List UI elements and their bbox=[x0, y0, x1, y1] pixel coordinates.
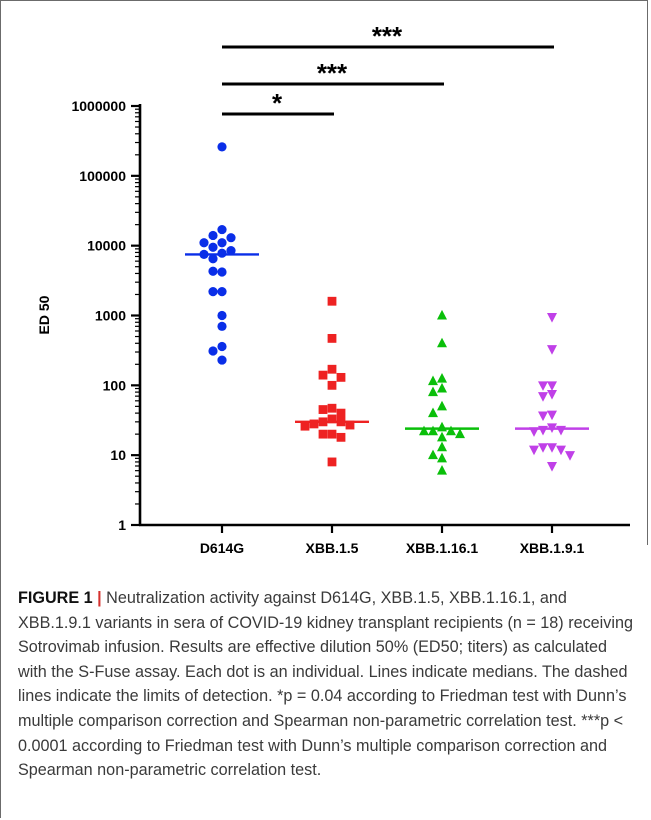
y-tick-label: 1000 bbox=[95, 308, 126, 324]
data-point bbox=[336, 432, 346, 442]
data-point bbox=[318, 429, 328, 439]
data-point bbox=[208, 266, 218, 276]
data-point bbox=[327, 296, 337, 306]
x-tick-label: D614G bbox=[200, 540, 244, 556]
data-point bbox=[547, 410, 557, 421]
x-tick-label: XBB.1.16.1 bbox=[406, 540, 479, 556]
y-axis-label: ED 50 bbox=[36, 295, 52, 334]
data-point bbox=[327, 364, 337, 374]
y-ticks: 1 10 100 1000 10000 100000 1000000 bbox=[71, 98, 140, 533]
data-point bbox=[538, 381, 548, 391]
data-point bbox=[327, 380, 337, 390]
data-point bbox=[428, 407, 438, 418]
data-point bbox=[208, 346, 218, 356]
frame-left-border bbox=[0, 0, 1, 818]
data-point bbox=[437, 441, 447, 452]
data-point bbox=[538, 392, 548, 402]
data-point bbox=[217, 224, 227, 235]
data-point bbox=[565, 451, 575, 461]
data-point bbox=[208, 286, 218, 297]
data-point bbox=[318, 370, 328, 380]
significance-label: * bbox=[272, 88, 283, 118]
data-point bbox=[327, 333, 337, 343]
significance-label: *** bbox=[317, 58, 348, 88]
x-tick-label: XBB.1.5 bbox=[306, 540, 359, 556]
frame-top-border bbox=[0, 0, 648, 1]
figure-caption: FIGURE 1 | Neutralization activity again… bbox=[18, 586, 636, 783]
data-point bbox=[428, 375, 438, 386]
x-ticks: D614G XBB.1.5 XBB.1.16.1 XBB.1.9.1 bbox=[200, 525, 585, 556]
data-point bbox=[538, 425, 548, 436]
data-point bbox=[217, 142, 227, 152]
data-point bbox=[437, 337, 447, 348]
data-point bbox=[538, 411, 548, 422]
data-point bbox=[529, 445, 539, 456]
data-point bbox=[547, 313, 557, 323]
data-point bbox=[455, 428, 465, 439]
data-point bbox=[547, 461, 557, 472]
data-point bbox=[556, 445, 566, 456]
data-point bbox=[309, 419, 319, 429]
caption-text: Neutralization activity against D614G, X… bbox=[18, 589, 633, 780]
y-tick-label: 1000000 bbox=[71, 98, 126, 114]
data-point bbox=[419, 425, 429, 436]
y-tick-label: 100 bbox=[103, 377, 127, 393]
median-lines bbox=[185, 253, 589, 430]
y-tick-label: 10 bbox=[110, 447, 126, 463]
y-tick-label: 10000 bbox=[87, 238, 126, 254]
data-point bbox=[300, 421, 310, 431]
data-points bbox=[199, 142, 575, 475]
data-point bbox=[199, 238, 209, 248]
data-point bbox=[217, 267, 227, 277]
data-point bbox=[208, 242, 218, 252]
data-point bbox=[327, 429, 337, 439]
data-point bbox=[428, 449, 438, 460]
data-point bbox=[327, 457, 337, 467]
data-point bbox=[226, 233, 236, 243]
data-point bbox=[336, 408, 346, 418]
data-point bbox=[437, 421, 447, 432]
significance-bars: ******* bbox=[222, 21, 554, 118]
data-point bbox=[217, 310, 227, 321]
scatter-chart: ******* ED 50 11010010001000010000010000… bbox=[36, 21, 630, 556]
data-point bbox=[217, 238, 227, 248]
data-point bbox=[556, 425, 566, 436]
data-point bbox=[437, 400, 447, 411]
data-point bbox=[437, 431, 447, 442]
caption-separator: | bbox=[97, 589, 102, 607]
data-point bbox=[208, 230, 218, 241]
data-point bbox=[345, 420, 355, 430]
data-point bbox=[327, 403, 337, 413]
data-point bbox=[547, 390, 557, 400]
data-point bbox=[437, 309, 447, 320]
data-point bbox=[336, 372, 346, 382]
data-point bbox=[547, 345, 557, 355]
y-tick-label: 100000 bbox=[79, 168, 126, 184]
caption-label: FIGURE 1 bbox=[18, 589, 93, 607]
data-point bbox=[428, 425, 438, 436]
frame-right-border bbox=[647, 0, 648, 545]
data-point bbox=[327, 414, 337, 424]
data-point bbox=[226, 245, 236, 256]
y-tick-label: 1 bbox=[118, 517, 126, 533]
data-point bbox=[547, 443, 557, 453]
x-tick-label: XBB.1.9.1 bbox=[520, 540, 585, 556]
data-point bbox=[318, 405, 328, 414]
data-point bbox=[437, 452, 447, 463]
data-point bbox=[437, 372, 447, 383]
data-point bbox=[208, 254, 218, 264]
data-point bbox=[437, 382, 447, 393]
data-point bbox=[547, 381, 557, 391]
data-point bbox=[437, 465, 447, 475]
data-point bbox=[217, 286, 227, 297]
data-point bbox=[538, 443, 548, 453]
data-point bbox=[428, 386, 438, 397]
data-point bbox=[217, 355, 227, 365]
data-point bbox=[217, 341, 227, 352]
data-point bbox=[217, 321, 227, 331]
data-point bbox=[446, 425, 456, 436]
significance-label: *** bbox=[372, 21, 403, 51]
